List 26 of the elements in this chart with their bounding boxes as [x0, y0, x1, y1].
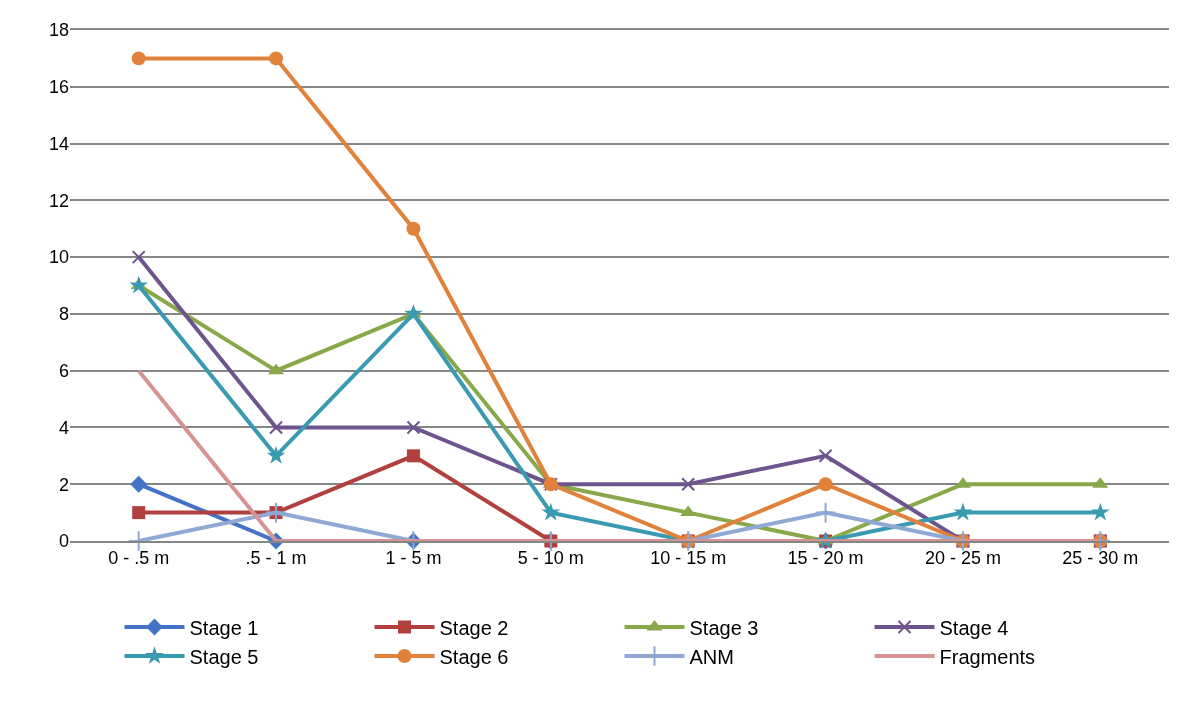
- y-tick-label: 6: [58, 360, 69, 381]
- legend-label: Stage 3: [689, 616, 759, 639]
- y-tick-label: 4: [58, 417, 69, 438]
- legend-label: Stage 1: [189, 616, 259, 639]
- legend-label: Stage 5: [189, 645, 259, 668]
- legend-label: Stage 4: [939, 616, 1009, 639]
- x-tick-label: 0 - .5 m: [108, 548, 170, 569]
- y-tick-label: 8: [58, 304, 69, 325]
- x-tick-label: 25 - 30 m: [1062, 548, 1139, 569]
- x-tick-label: 15 - 20 m: [787, 548, 864, 569]
- y-tick-label: 12: [48, 190, 69, 211]
- legend-label: Fragments: [939, 645, 1036, 668]
- x-tick-label: 10 - 15 m: [650, 548, 727, 569]
- legend-label: Stage 2: [439, 616, 509, 639]
- y-tick-label: 10: [48, 247, 69, 268]
- legend-label: ANM: [689, 645, 734, 668]
- y-tick-label: 0: [58, 531, 69, 552]
- x-tick-label: 5 - 10 m: [517, 548, 584, 569]
- y-tick-label: 16: [48, 77, 69, 98]
- x-tick-label: 1 - 5 m: [385, 548, 442, 569]
- y-tick-label: 14: [48, 133, 69, 154]
- x-tick-label: .5 - 1 m: [245, 548, 307, 569]
- legend-label: Stage 6: [439, 645, 509, 668]
- y-tick-label: 2: [58, 474, 69, 495]
- y-tick-label: 18: [48, 20, 69, 41]
- x-tick-label: 20 - 25 m: [924, 548, 1001, 569]
